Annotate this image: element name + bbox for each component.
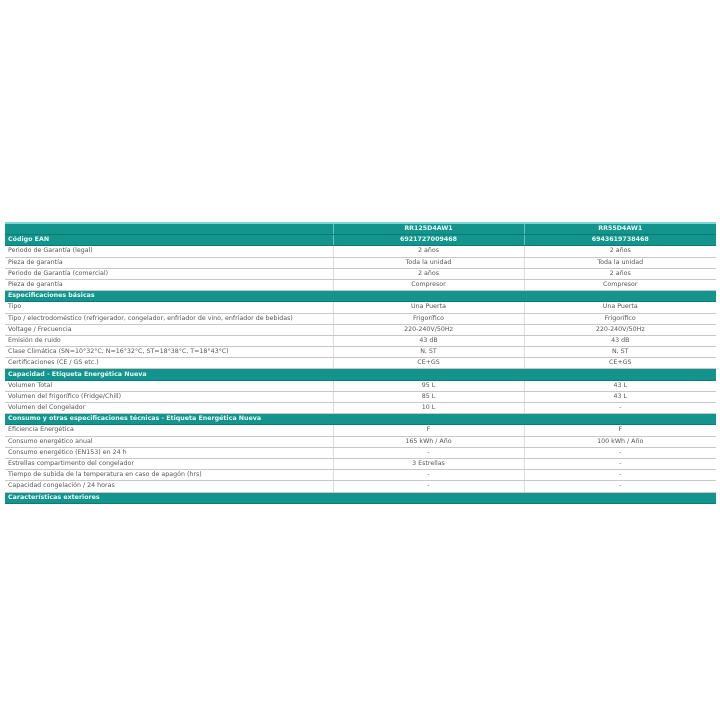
row-value: RR125D4AW1 — [332, 222, 524, 236]
row-label: Eficiencia Energética — [5, 424, 333, 437]
row-value: 220-240V/50Hz — [523, 324, 716, 336]
row-value: 3 Estrellas — [332, 458, 524, 471]
row-value: Compresor — [332, 279, 524, 292]
row-value: - — [523, 402, 716, 415]
row-label: Tiempo de subida de la temperatura en ca… — [5, 469, 333, 482]
row-value: 43 L — [523, 391, 716, 404]
table-row: Capacidad congelación / 24 horas - - — [5, 480, 716, 493]
table-row: Clase Climática (SN=10°32°C, N=16°32°C, … — [5, 346, 716, 359]
ean-row: Código EAN 6921727009468 6943619738468 — [5, 234, 716, 247]
row-value: - — [332, 480, 524, 493]
row-label: Pieza de garantía — [5, 279, 333, 292]
row-value: - — [523, 447, 716, 459]
row-label: Consumo energético anual — [5, 436, 333, 448]
row-label: Volumen del Congelador — [5, 402, 333, 415]
table-row: Certificaciones (CE / GS etc.) CE+GS CE+GS — [5, 357, 716, 370]
row-label: Características exteriores — [5, 492, 716, 504]
row-label: Emisión de ruido — [5, 335, 333, 348]
row-label: Volumen Total — [5, 380, 333, 392]
table-row: Volumen del frigorífico (Fridge/Chill) 85… — [5, 391, 716, 404]
row-value: - — [523, 469, 716, 482]
section-header: Características exteriores — [5, 492, 716, 504]
row-label: Capacidad - Etiqueta Energética Nueva — [5, 368, 716, 381]
row-label: Periodo de Garantía (legal) — [5, 245, 333, 258]
row-value: Frigorífico — [332, 313, 524, 325]
row-label: Tipo / electrodoméstico (refrigerador, c… — [5, 313, 333, 325]
table-row: Estrellas compartimento del congelador 3 … — [5, 458, 716, 471]
spec-table: RR125D4AW1 RR55D4AW1 Código EAN 69217270094… — [5, 222, 716, 504]
row-value: 43 dB — [523, 335, 716, 348]
row-value: Una Puerta — [332, 301, 524, 314]
table-row: Emisión de ruido 43 dB 43 dB — [5, 335, 716, 348]
row-value: 85 L — [332, 391, 524, 404]
table-row: Tipo Una Puerta Una Puerta — [5, 301, 716, 314]
row-value: F — [332, 424, 524, 437]
row-value: Toda la unidad — [523, 257, 716, 269]
row-value: RR55D4AW1 — [523, 222, 716, 236]
table-row: Periodo de Garantía (legal) 2 años 2 años — [5, 245, 716, 258]
row-label: Certificaciones (CE / GS etc.) — [5, 357, 333, 370]
row-value: - — [332, 447, 524, 459]
section-header: Capacidad - Etiqueta Energética Nueva — [5, 368, 716, 381]
row-value: N, ST — [523, 346, 716, 359]
row-value: - — [523, 458, 716, 471]
table-row: Voltage / Frecuencia 220-240V/50Hz 220-240… — [5, 324, 716, 336]
row-value: 43 dB — [332, 335, 524, 348]
table-row: Pieza de garantía Toda la unidad Toda la u… — [5, 257, 716, 269]
row-label: Estrellas compartimento del congelador — [5, 458, 333, 471]
row-value: CE+GS — [332, 357, 524, 370]
model-header-row: RR125D4AW1 RR55D4AW1 — [5, 222, 716, 236]
row-value: Frigorífico — [523, 313, 716, 325]
row-value: 2 años — [332, 245, 524, 258]
row-value: 2 años — [332, 268, 524, 280]
table-row: Volumen Total 95 L 43 L — [5, 380, 716, 392]
row-label: Clase Climática (SN=10°32°C, N=16°32°C, … — [5, 346, 333, 359]
table-row: Volumen del Congelador 10 L- — [5, 402, 716, 415]
row-value: 6921727009468 — [332, 234, 524, 247]
table-row: Periodo de Garantía (comercial) 2 años 2 a… — [5, 268, 716, 280]
row-value: CE+GS — [523, 357, 716, 370]
row-value: Una Puerta — [523, 301, 716, 314]
row-label: Consumo y otras especificaciones técnica… — [5, 413, 716, 426]
table-row: Eficiencia Energética F F — [5, 424, 716, 437]
row-label: Código EAN — [5, 234, 333, 247]
row-label — [5, 222, 333, 236]
row-value: 43 L — [523, 380, 716, 392]
table-row: Consumo energético anual 165 kWh / Año 100… — [5, 436, 716, 448]
row-value: - — [332, 469, 524, 482]
section-header: Consumo y otras especificaciones técnica… — [5, 413, 716, 426]
row-label: Tipo — [5, 301, 333, 314]
row-value: - — [523, 480, 716, 493]
row-value: 100 kWh / Año — [523, 436, 716, 448]
row-label: Voltage / Frecuencia — [5, 324, 333, 336]
row-value: 220-240V/50Hz — [332, 324, 524, 336]
table-row: Tipo / electrodoméstico (refrigerador, c… — [5, 313, 716, 325]
section-header: Especificaciones básicas — [5, 290, 716, 303]
row-label: Especificaciones básicas — [5, 290, 716, 303]
table-row: Pieza de garantía Compresor Compresor — [5, 279, 716, 292]
row-label: Capacidad congelación / 24 horas — [5, 480, 333, 493]
row-value: 10 L — [332, 402, 524, 415]
row-value: F — [523, 424, 716, 437]
row-value: 2 años — [523, 245, 716, 258]
row-label: Volumen del frigorífico (Fridge/Chill) — [5, 391, 333, 404]
row-value: Compresor — [523, 279, 716, 292]
row-value: 165 kWh / Año — [332, 436, 524, 448]
row-label: Pieza de garantía — [5, 257, 333, 269]
row-value: N, ST — [332, 346, 524, 359]
row-label: Consumo energético (EN153) en 24 h — [5, 447, 333, 459]
row-label: Periodo de Garantía (comercial) — [5, 268, 333, 280]
table-row: Tiempo de subida de la temperatura en ca… — [5, 469, 716, 482]
row-value: 6943619738468 — [523, 234, 716, 247]
row-value: 95 L — [332, 380, 524, 392]
table-row: Consumo energético (EN153) en 24 h-- — [5, 447, 716, 459]
row-value: 2 años — [523, 268, 716, 280]
row-value: Toda la unidad — [332, 257, 524, 269]
